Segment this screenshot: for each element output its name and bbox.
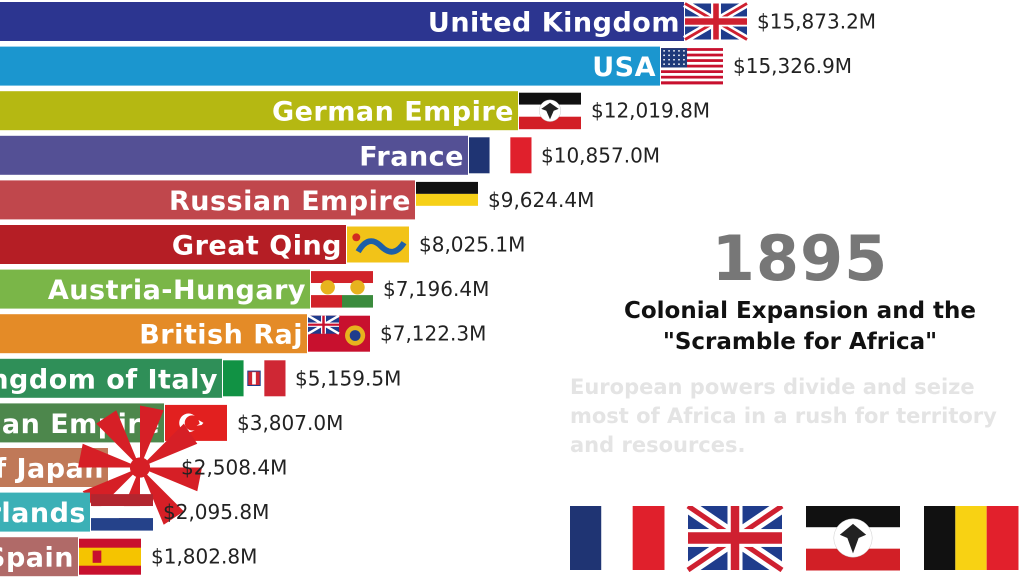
bottom-german-empire-flag-icon bbox=[806, 506, 900, 571]
bar-label-netherlands: Netherlands bbox=[0, 498, 86, 529]
bar-usa bbox=[0, 46, 660, 86]
year-label: 1895 bbox=[711, 222, 889, 295]
bar-label-austria-hungary: Austria-Hungary bbox=[48, 275, 306, 306]
value-label-russian-empire: $9,624.4M bbox=[488, 188, 594, 212]
uk-flag-icon bbox=[683, 0, 749, 43]
bar-kingdom-of-italy bbox=[0, 358, 222, 398]
bar-great-qing bbox=[0, 225, 346, 264]
value-label-great-qing: $8,025.1M bbox=[419, 233, 525, 257]
netherlands-flag-icon bbox=[91, 494, 153, 531]
bar-label-russian-empire: Russian Empire bbox=[169, 186, 411, 217]
qing-dragon-flag-icon bbox=[347, 226, 409, 263]
france-flag-icon bbox=[469, 137, 532, 174]
value-label-netherlands: $2,095.8M bbox=[163, 500, 269, 524]
value-label-austria-hungary: $7,196.4M bbox=[383, 277, 489, 301]
bar-british-raj bbox=[0, 314, 307, 354]
bar-ottoman-empire bbox=[0, 403, 164, 443]
bar-label-usa: USA bbox=[592, 52, 656, 83]
spain-flag-icon bbox=[79, 538, 141, 575]
austria-hungary-flag-icon bbox=[311, 271, 373, 308]
bar-netherlands bbox=[0, 492, 90, 532]
value-label-kingdom-of-italy: $5,159.5M bbox=[295, 366, 401, 390]
bottom-belgium-flag-icon bbox=[924, 506, 1019, 570]
bar-label-kingdom-of-italy: Kingdom of Italy bbox=[0, 364, 218, 395]
german-empire-flag-icon bbox=[519, 92, 581, 130]
bar-label-france: France bbox=[359, 141, 464, 172]
usa-flag-icon bbox=[661, 48, 723, 85]
bar-label-united-kingdom: United Kingdom bbox=[428, 8, 680, 39]
event-description: European powers divide and seize most of… bbox=[570, 375, 997, 457]
italy-flag-icon bbox=[223, 360, 286, 397]
bar-label-spain: Spain bbox=[0, 543, 74, 574]
event-title: Colonial Expansion and the "Scramble for… bbox=[596, 296, 1004, 358]
value-label-empire-of-japan: $2,508.4M bbox=[181, 456, 287, 480]
bar-russian-empire bbox=[0, 180, 415, 220]
bar-label-ottoman-empire: Ottoman Empire bbox=[0, 409, 160, 440]
value-label-usa: $15,326.9M bbox=[733, 54, 852, 78]
event-title-line-1: Colonial Expansion and the bbox=[623, 298, 977, 324]
ottoman-flag-icon bbox=[165, 404, 227, 441]
russian-empire-flag-icon bbox=[416, 181, 478, 219]
value-label-spain: $1,802.8M bbox=[151, 545, 257, 569]
bar-france bbox=[0, 135, 468, 175]
bottom-flags-row bbox=[570, 506, 1019, 572]
bar-spain bbox=[0, 537, 78, 577]
bottom-france-flag-icon bbox=[570, 506, 665, 570]
event-title-line-2: "Scramble for Africa" bbox=[662, 329, 938, 355]
value-label-german-empire: $12,019.8M bbox=[591, 99, 710, 123]
bar-label-great-qing: Great Qing bbox=[172, 231, 342, 262]
bar-label-british-raj: British Raj bbox=[139, 320, 303, 351]
bottom-uk-flag-icon bbox=[684, 506, 786, 572]
bar-united-kingdom bbox=[0, 2, 684, 41]
value-label-france: $10,857.0M bbox=[541, 143, 660, 167]
bar-label-german-empire: German Empire bbox=[272, 97, 514, 128]
value-label-united-kingdom: $15,873.2M bbox=[757, 10, 876, 34]
british-raj-flag-icon bbox=[307, 314, 370, 352]
value-label-ottoman-empire: $3,807.0M bbox=[237, 411, 343, 435]
bar-austria-hungary bbox=[0, 269, 310, 309]
bar-german-empire bbox=[0, 91, 518, 131]
value-label-british-raj: $7,122.3M bbox=[380, 322, 486, 346]
